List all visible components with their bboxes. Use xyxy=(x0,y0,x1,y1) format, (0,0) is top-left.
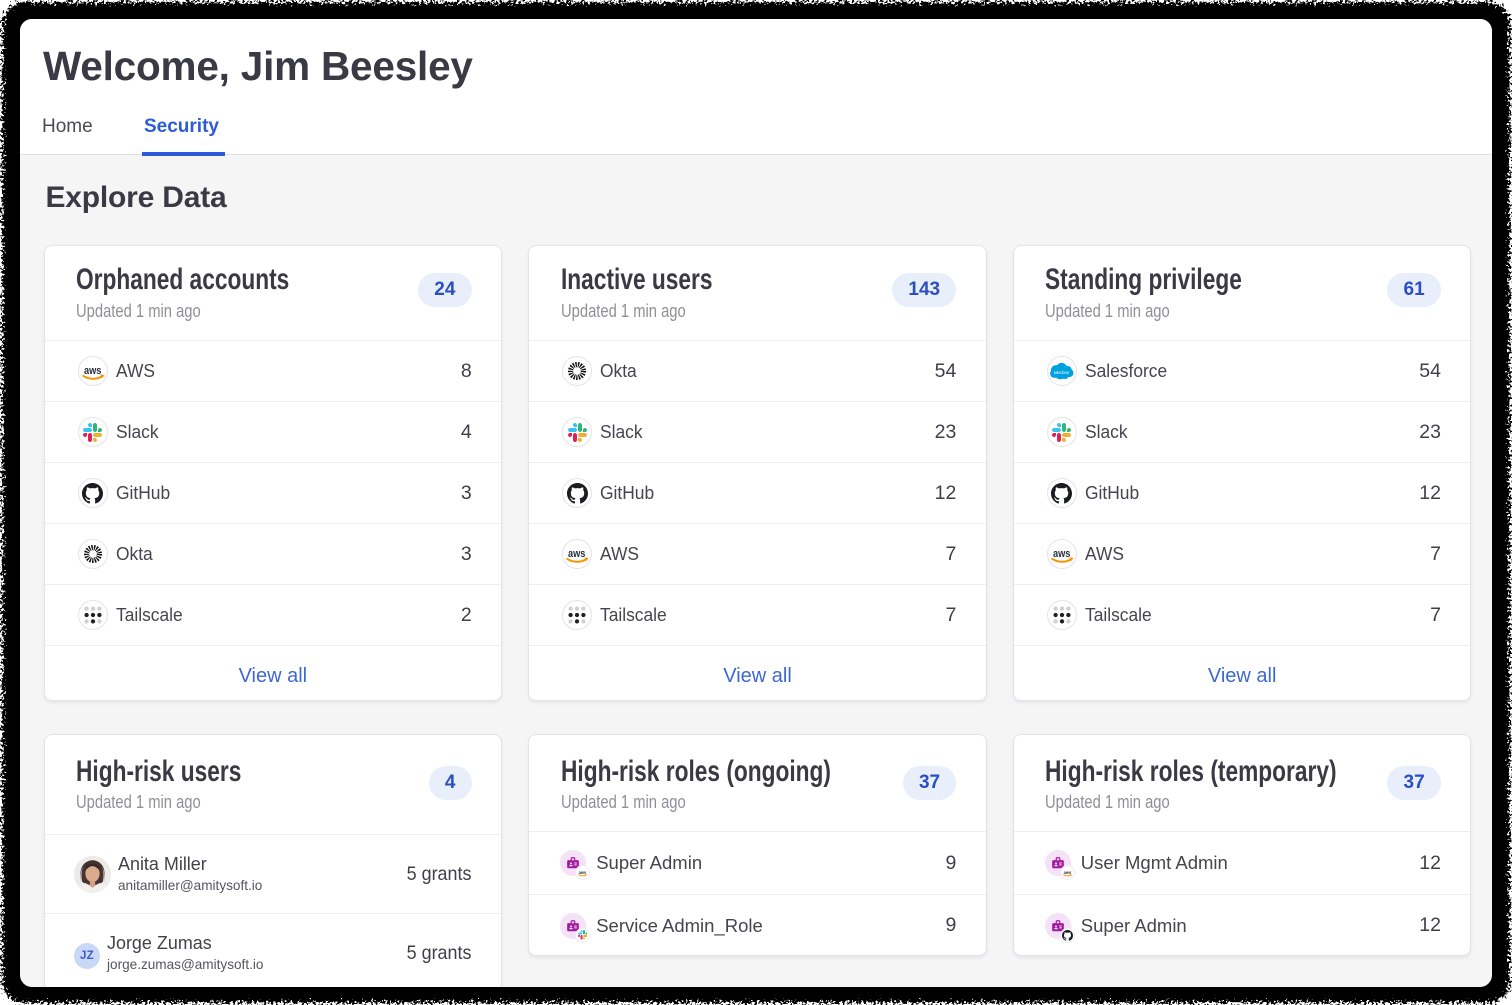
svg-text:salesforce: salesforce xyxy=(1054,369,1070,375)
svg-text:aws: aws xyxy=(84,365,101,377)
svg-text:aws: aws xyxy=(568,548,585,560)
svg-text:aws: aws xyxy=(579,871,587,876)
svg-text:aws: aws xyxy=(1063,871,1071,876)
svg-text:aws: aws xyxy=(1053,548,1070,560)
